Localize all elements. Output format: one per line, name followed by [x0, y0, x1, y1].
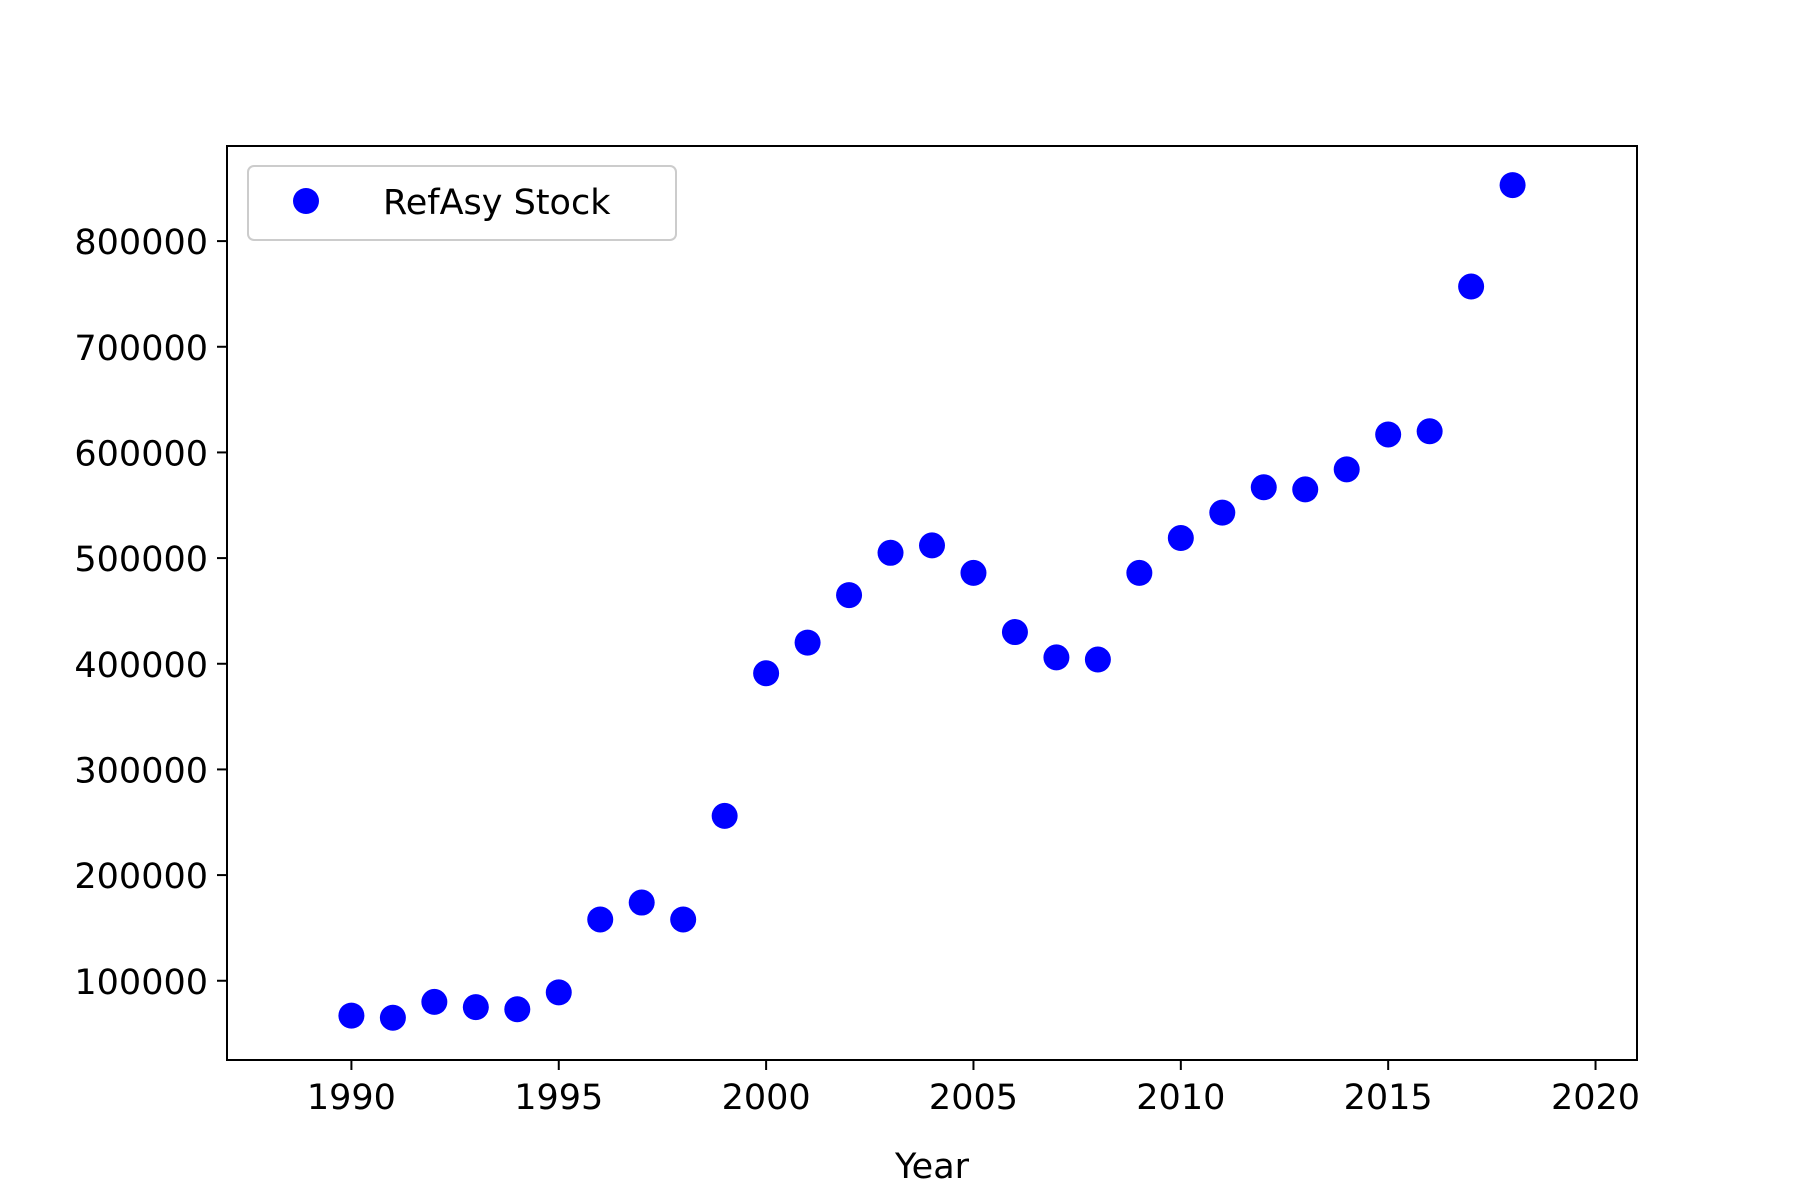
data-point	[1292, 476, 1319, 503]
y-tick-label: 400000	[74, 646, 208, 686]
y-axis-ticks: 100000 200000 300000 400000 500000 600000 7000…	[74, 223, 227, 1003]
x-tick-label: 1990	[307, 1078, 396, 1118]
y-tick-label: 300000	[74, 751, 208, 791]
plot-frame	[226, 145, 1638, 1061]
data-point	[504, 996, 531, 1023]
legend-label: RefAsy Stock	[383, 183, 611, 223]
x-tick-label: 1995	[514, 1078, 603, 1118]
data-point	[421, 988, 448, 1015]
data-point	[338, 1002, 365, 1029]
data-point	[1333, 456, 1360, 483]
data-point	[1458, 273, 1485, 300]
x-tick-label: 2015	[1344, 1078, 1433, 1118]
data-point	[836, 582, 863, 609]
data-point	[1084, 646, 1111, 673]
y-tick-label: 500000	[74, 540, 208, 580]
x-tick-label: 2020	[1551, 1078, 1640, 1118]
y-tick-label: 200000	[74, 857, 208, 897]
data-point	[628, 889, 655, 916]
data-point	[1126, 559, 1153, 586]
data-point	[1167, 525, 1194, 552]
legend-marker	[293, 188, 319, 214]
data-point	[1416, 418, 1443, 445]
legend: RefAsy Stock	[247, 165, 677, 241]
x-tick-label: 2000	[722, 1078, 811, 1118]
data-point	[587, 906, 614, 933]
data-point	[462, 994, 489, 1021]
y-tick-label: 700000	[74, 329, 208, 369]
data-point	[753, 660, 780, 687]
data-point	[1499, 172, 1526, 199]
x-axis-ticks: 1990 1995 2000 2005 2010 2015 2020	[307, 1060, 1640, 1118]
data-point	[1001, 619, 1028, 646]
data-point	[960, 559, 987, 586]
data-point	[1375, 421, 1402, 448]
data-point	[877, 539, 904, 566]
y-tick-label: 600000	[74, 434, 208, 474]
data-point	[1209, 499, 1236, 526]
y-tick-label: 100000	[74, 963, 208, 1003]
data-point	[1043, 644, 1070, 671]
data-point	[711, 802, 738, 829]
data-point	[670, 906, 697, 933]
data-point	[794, 629, 821, 656]
data-point	[379, 1004, 406, 1031]
x-axis-label: Year	[894, 1147, 970, 1187]
x-tick-label: 2005	[929, 1078, 1018, 1118]
data-point	[919, 532, 945, 559]
data-point	[545, 979, 572, 1006]
y-tick-label: 800000	[74, 223, 208, 263]
data-points	[338, 172, 1526, 1031]
legend-box	[247, 165, 677, 241]
x-tick-label: 2010	[1136, 1078, 1225, 1118]
data-point	[1250, 474, 1277, 501]
